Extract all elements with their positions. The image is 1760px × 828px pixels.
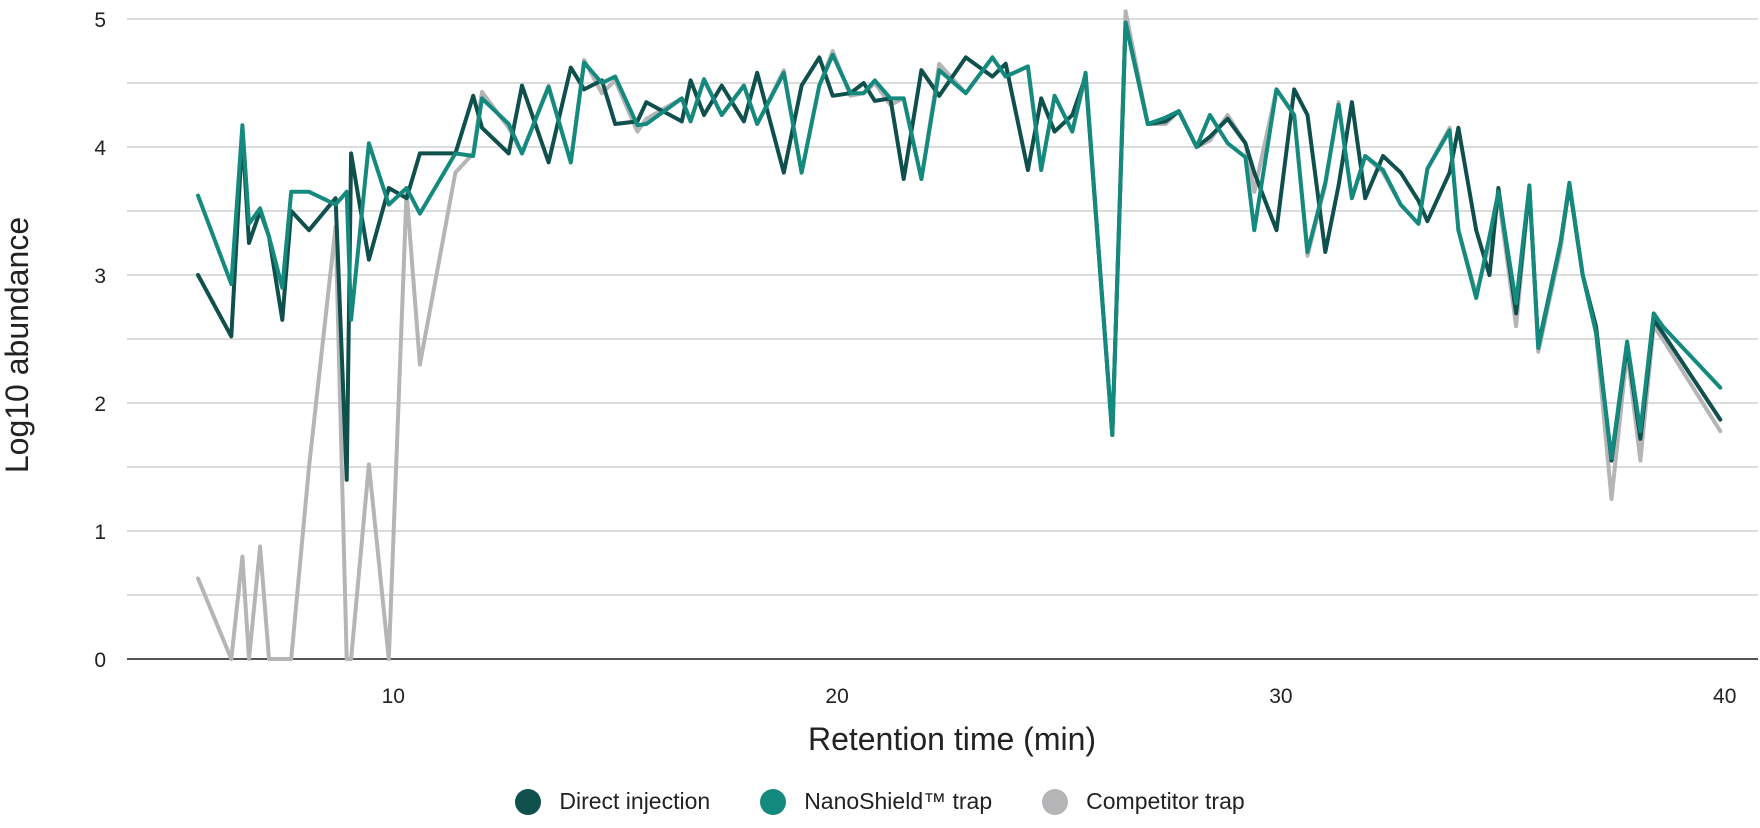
x-tick-label: 10 bbox=[382, 685, 405, 708]
legend-label: NanoShield™ trap bbox=[804, 788, 993, 814]
legend-label: Direct injection bbox=[559, 788, 711, 814]
legend-label: Competitor trap bbox=[1086, 788, 1245, 814]
series-lines bbox=[196, 9, 1723, 661]
legend-marker-icon bbox=[760, 788, 787, 815]
y-tick-label: 0 bbox=[94, 649, 106, 672]
x-tick-label: 20 bbox=[825, 685, 848, 708]
gridlines bbox=[127, 18, 1758, 660]
x-tick-label: 30 bbox=[1269, 685, 1292, 708]
legend-item: NanoShield™ trap bbox=[760, 788, 992, 815]
legend-item: Competitor trap bbox=[1042, 788, 1245, 815]
y-tick-labels: 0 1 2 3 4 5 bbox=[94, 9, 106, 672]
series-line-nanoshield-trap bbox=[196, 20, 1723, 460]
y-tick-label: 5 bbox=[94, 9, 106, 32]
y-tick-label: 1 bbox=[94, 521, 106, 544]
y-axis-title: Log10 abundance bbox=[0, 217, 35, 473]
series-line-competitor-trap bbox=[196, 9, 1723, 661]
legend-item: Direct injection bbox=[515, 788, 710, 815]
y-tick-label: 3 bbox=[94, 265, 106, 288]
x-tick-label: 40 bbox=[1713, 685, 1736, 708]
x-axis-title: Retention time (min) bbox=[808, 721, 1096, 757]
legend-marker-icon bbox=[1042, 788, 1069, 815]
legend-marker-icon bbox=[515, 788, 542, 815]
legend: Direct injection NanoShield™ trap Competit… bbox=[0, 788, 1760, 815]
y-tick-label: 4 bbox=[94, 137, 106, 160]
series-line-direct-injection bbox=[196, 20, 1723, 482]
line-chart: 0 1 2 3 4 5 10 20 30 40 Retention time (min) Log… bbox=[0, 9, 1758, 757]
y-tick-label: 2 bbox=[94, 393, 106, 416]
x-tick-labels: 10 20 30 40 bbox=[382, 685, 1737, 708]
